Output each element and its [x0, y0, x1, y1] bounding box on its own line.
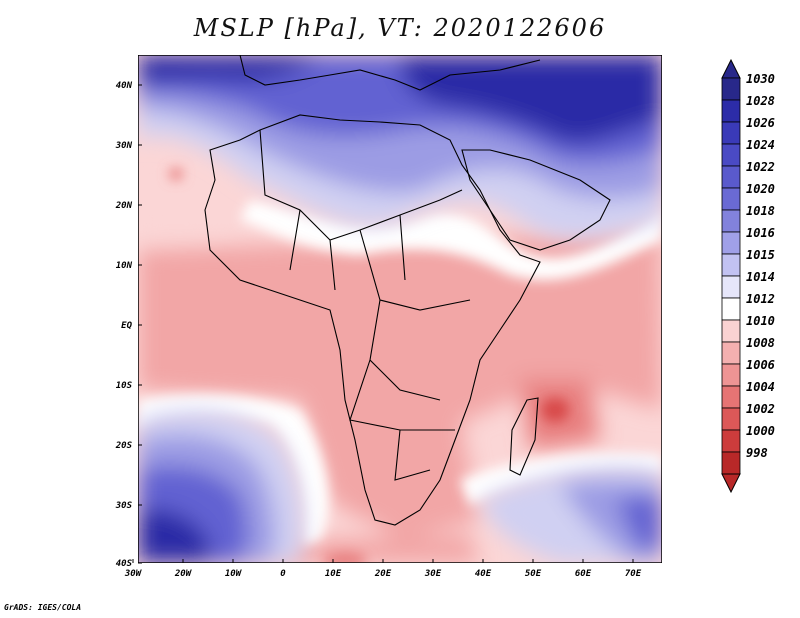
colorbar-swatch: [721, 253, 741, 277]
colorbar-swatch: [721, 297, 741, 321]
colorbar-label: 1002: [746, 402, 775, 416]
colorbar-bottom-arrow: [721, 473, 741, 494]
colorbar-swatch: [721, 165, 741, 189]
colorbar-swatch: [721, 99, 741, 123]
colorbar-swatch: [721, 341, 741, 365]
high-pressure-southeast-core: [615, 495, 662, 550]
lon-label: 30W: [124, 569, 143, 579]
colorbar-swatch: [721, 187, 741, 211]
colorbar-swatch: [721, 77, 741, 101]
madagascar-coastline: [509, 397, 539, 476]
lat-label: 30N: [115, 141, 133, 151]
lon-label: 10W: [225, 569, 243, 579]
colorbar-label: 1010: [746, 314, 775, 328]
neutral-band-south: [138, 394, 329, 545]
lon-label: 70E: [625, 569, 642, 579]
lat-label: 40N: [116, 81, 133, 91]
colorbar-label: 998: [746, 446, 768, 460]
low-pressure-south-africa: [340, 420, 480, 540]
lat-label: 20N: [115, 201, 133, 211]
low-pressure-tropics: [138, 230, 662, 520]
lon-label: 20E: [374, 569, 392, 579]
colorbar-label: 1000: [746, 424, 775, 438]
low-center-atlantic: [169, 168, 183, 180]
colorbar-label: 1028: [746, 94, 775, 108]
lon-label: 30E: [424, 569, 442, 579]
colorbar-label: 1020: [746, 182, 775, 196]
colorbar-label: 1008: [746, 336, 775, 350]
colorbar-label: 1026: [746, 116, 775, 130]
colorbar-label: 1016: [746, 226, 775, 240]
low-center-south-coast: [323, 552, 367, 563]
low-center-madagascar: [541, 398, 569, 422]
high-pressure-europe: [138, 55, 320, 83]
colorbar-swatch: [721, 407, 741, 431]
colorbar-label: 1014: [746, 270, 775, 284]
lat-label: 30S: [115, 501, 133, 511]
coastlines: [204, 55, 611, 526]
map-title: MSLP [hPa], VT: 2020122606: [193, 14, 607, 42]
colorbar-label: 1030: [746, 72, 775, 86]
africa-coastline: [204, 114, 541, 526]
lat-label: 10N: [116, 261, 133, 271]
arabia-coastline: [461, 149, 611, 251]
lon-label: 60E: [575, 569, 592, 579]
high-pressure-south-atlantic-strong: [138, 509, 210, 563]
lon-label: 50E: [525, 569, 542, 579]
colorbar-swatch: [721, 209, 741, 233]
colorbar-swatch: [721, 451, 741, 475]
credit-text: GrADS: IGES/COLA: [4, 603, 82, 612]
lat-label: 40S: [116, 559, 133, 569]
colorbar: 1030 1028 1026 1024 1022 1020 1018 1016 1015 1014…: [721, 58, 775, 494]
colorbar-swatch: [721, 231, 741, 255]
colorbar-top-arrow: [721, 58, 741, 79]
lon-label: 0: [280, 569, 286, 579]
colorbar-swatch: [721, 385, 741, 409]
colorbar-swatch: [721, 121, 741, 145]
colorbar-label: 1018: [746, 204, 775, 218]
colorbar-label: 1015: [746, 248, 775, 262]
lat-label: 20S: [115, 441, 133, 451]
lon-label: 10E: [325, 569, 342, 579]
low-pressure-north-atlantic: [138, 140, 260, 240]
lon-label: 20W: [174, 569, 193, 579]
europe-coastline: [239, 55, 541, 91]
colorbar-label: 1006: [746, 358, 775, 372]
colorbar-swatch: [721, 319, 741, 343]
colorbar-swatch: [721, 143, 741, 167]
neutral-band-north: [240, 200, 662, 281]
lon-label: 40E: [475, 569, 492, 579]
high-pressure-arabia: [400, 55, 662, 143]
lat-label: 10S: [116, 381, 133, 391]
colorbar-label: 1024: [746, 138, 775, 152]
country-borders: [259, 129, 471, 481]
colorbar-label: 1004: [746, 380, 775, 394]
colorbar-swatch: [721, 275, 741, 299]
colorbar-label: 1012: [746, 292, 775, 306]
colorbar-swatch: [721, 429, 741, 453]
colorbar-label: 1022: [746, 160, 775, 174]
lat-label: EQ: [121, 321, 132, 331]
colorbar-swatch: [721, 363, 741, 387]
